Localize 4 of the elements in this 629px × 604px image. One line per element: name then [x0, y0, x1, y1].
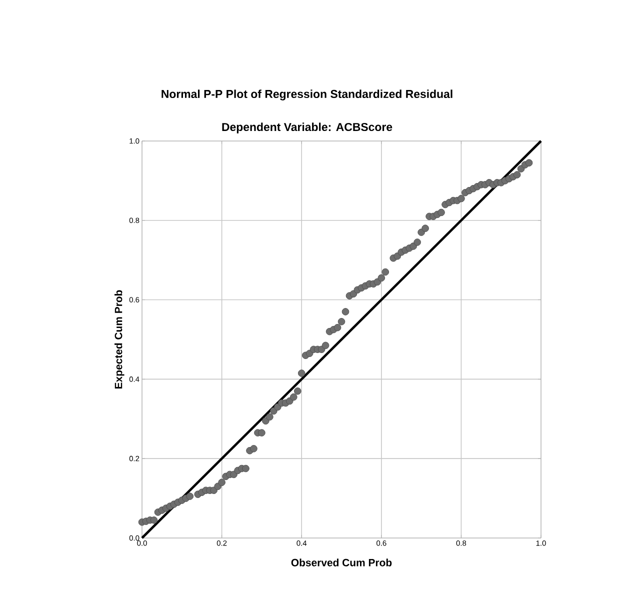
chart-title: Normal P-P Plot of Regression Standardized Residual: [162, 90, 452, 100]
x-axis-title: Observed Cum Prob: [291, 558, 392, 566]
chart-subtitle: Dependent Variable: ACBScore: [222, 122, 392, 134]
y-axis-title: Expected Cum Prob: [114, 290, 124, 388]
